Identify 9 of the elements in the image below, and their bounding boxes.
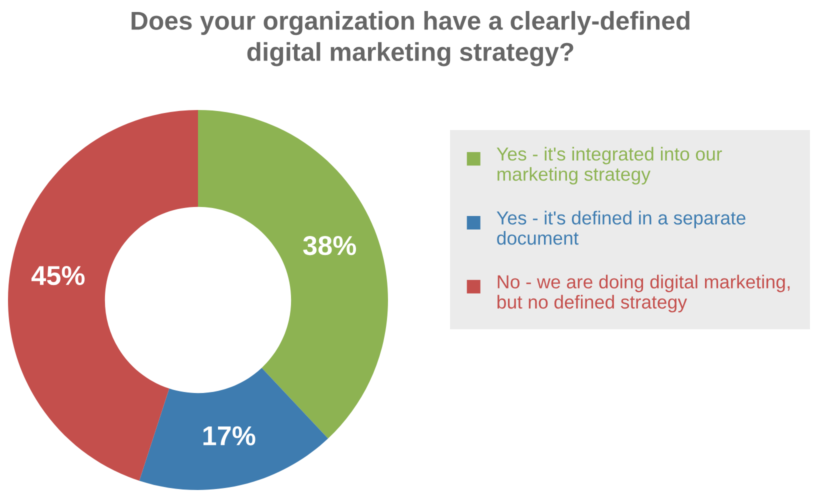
legend-label: No - we are doing digital marketing, but no defined strategy [498, 274, 790, 312]
legend-label: Yes - it's defined in a separate document [496, 210, 746, 245]
donut-slice [139, 368, 328, 490]
legend-label: Yes - it's integrated into our marketing strategy [496, 146, 722, 185]
donut-slice [8, 110, 198, 481]
chart-title: Does your organization have a clearly-defined digital marketing strategy? [132, 11, 690, 66]
data-label: 38% [303, 236, 356, 256]
data-label: 17% [203, 426, 256, 446]
data-label: 45% [32, 266, 85, 286]
